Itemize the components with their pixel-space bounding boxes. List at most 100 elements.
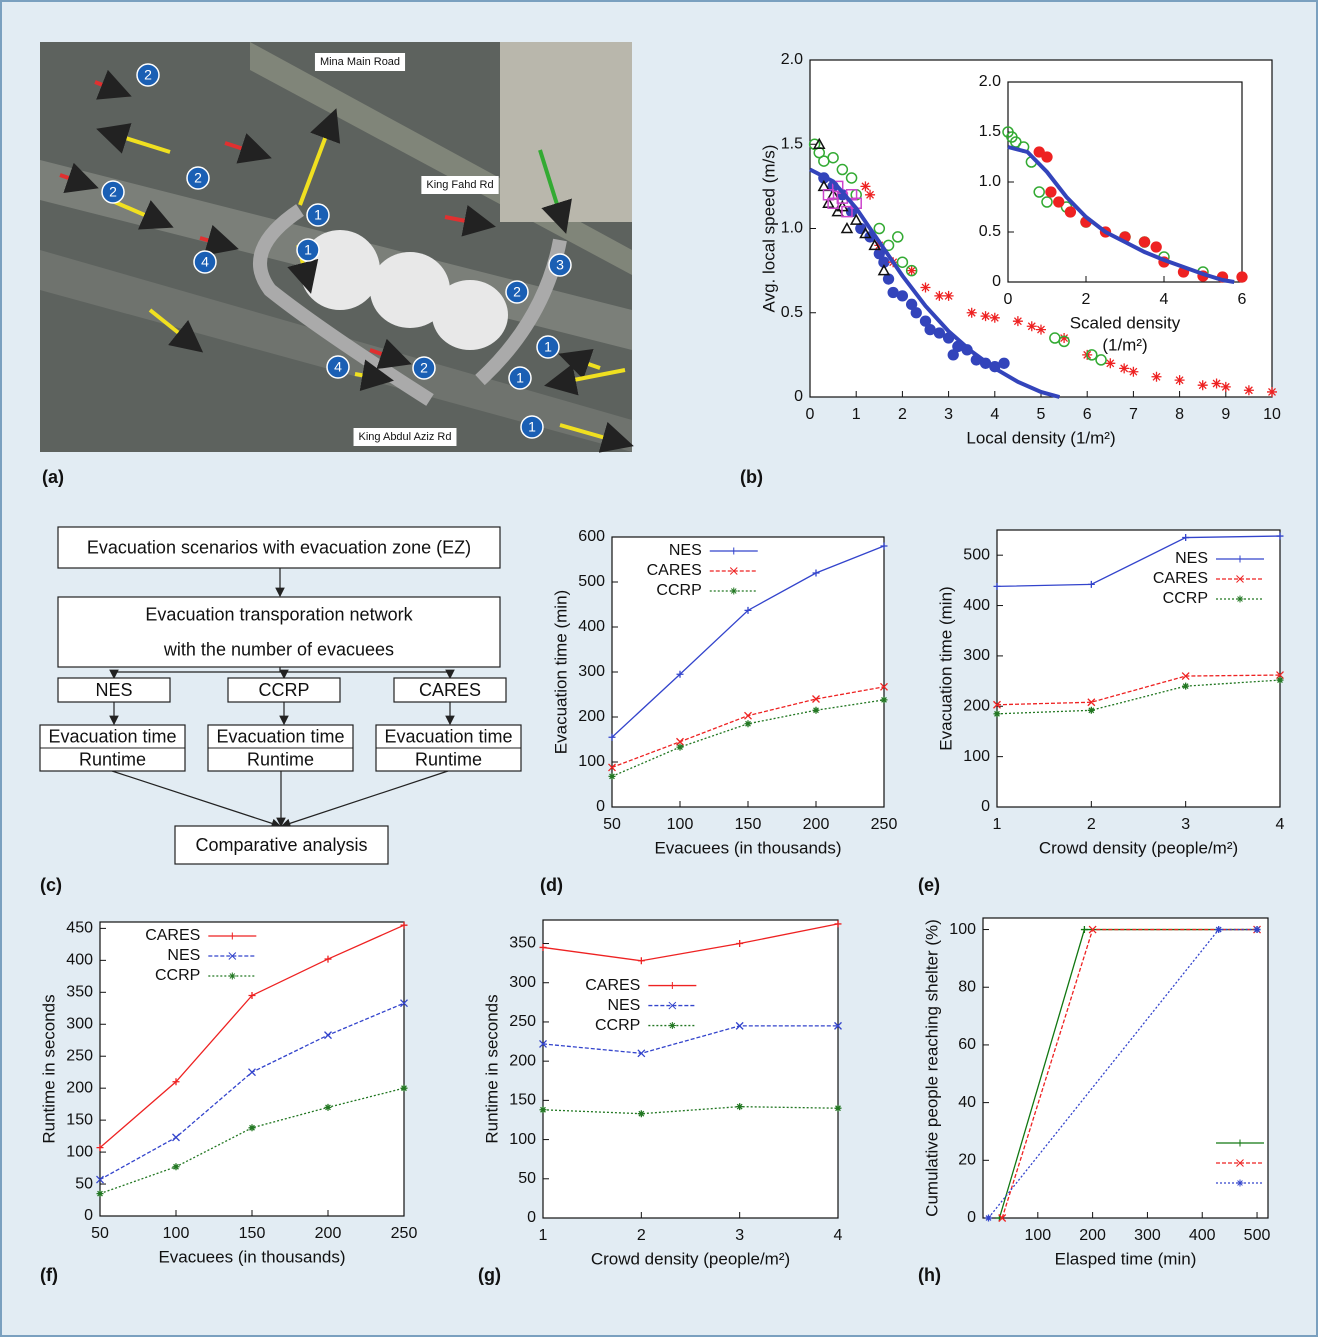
data-point bbox=[884, 274, 894, 284]
panel-label: (c) bbox=[40, 875, 62, 895]
x-tick-label: 50 bbox=[91, 1225, 109, 1242]
x-axis-label: Crowd density (people/m²) bbox=[1039, 838, 1238, 857]
x-tick-label: 200 bbox=[803, 816, 830, 833]
flow-text: Runtime bbox=[247, 749, 314, 769]
y-tick-label: 1.5 bbox=[781, 135, 803, 152]
legend-marker bbox=[1237, 1180, 1244, 1187]
x-tick-label: 3 bbox=[944, 406, 953, 423]
data-point bbox=[1221, 382, 1231, 392]
flow-text: Evacuation time bbox=[216, 726, 344, 746]
x-tick-label: 2 bbox=[898, 406, 907, 423]
y-tick-label: 300 bbox=[578, 663, 605, 680]
data-point bbox=[1212, 379, 1222, 389]
data-point bbox=[97, 1190, 104, 1197]
data-point bbox=[990, 313, 1000, 323]
marker-number: 1 bbox=[528, 419, 536, 435]
y-tick-label: 1.0 bbox=[781, 220, 803, 237]
x-tick-label: 2 bbox=[1087, 816, 1096, 833]
data-point bbox=[745, 720, 752, 727]
y-tick-label: 400 bbox=[66, 952, 93, 969]
data-point bbox=[173, 1163, 180, 1170]
legend-marker bbox=[1237, 596, 1244, 603]
marker-number: 4 bbox=[334, 359, 342, 375]
plot-frame bbox=[543, 920, 838, 1218]
data-point bbox=[1088, 707, 1095, 714]
legend-label: NES bbox=[669, 542, 702, 559]
data-point bbox=[967, 308, 977, 318]
data-point bbox=[325, 1104, 332, 1111]
data-point bbox=[888, 288, 898, 298]
panel-label: (b) bbox=[740, 467, 763, 487]
x-tick-label: 0 bbox=[1004, 291, 1013, 308]
data-point bbox=[1267, 387, 1277, 397]
panel-label: (f) bbox=[40, 1265, 58, 1285]
y-tick-label: 100 bbox=[66, 1143, 93, 1160]
data-point bbox=[1198, 380, 1208, 390]
marker-number: 1 bbox=[314, 207, 322, 223]
x-tick-label: 500 bbox=[1244, 1227, 1271, 1244]
x-tick-label: 50 bbox=[603, 816, 621, 833]
x-tick-label: 5 bbox=[1037, 406, 1046, 423]
y-tick-label: 100 bbox=[949, 921, 976, 938]
x-tick-label: 100 bbox=[163, 1225, 190, 1242]
legend-label: NES bbox=[167, 947, 200, 964]
data-point bbox=[999, 358, 1009, 368]
data-point bbox=[1036, 325, 1046, 335]
y-tick-label: 300 bbox=[66, 1015, 93, 1032]
x-axis-label: Crowd density (people/m²) bbox=[591, 1249, 790, 1268]
x-tick-label: 300 bbox=[1134, 1227, 1161, 1244]
data-point bbox=[401, 1085, 408, 1092]
x-tick-label: 150 bbox=[239, 1225, 266, 1242]
panel-label: (e) bbox=[918, 875, 940, 895]
y-tick-label: 80 bbox=[958, 978, 976, 995]
y-tick-label: 250 bbox=[66, 1047, 93, 1064]
data-point bbox=[985, 1215, 992, 1222]
y-tick-label: 0 bbox=[992, 273, 1001, 290]
x-tick-label: 9 bbox=[1221, 406, 1230, 423]
y-axis-label: Runtime in seconds bbox=[482, 994, 501, 1143]
y-tick-label: 0 bbox=[527, 1209, 536, 1226]
marker-number: 1 bbox=[516, 370, 524, 386]
y-tick-label: 60 bbox=[958, 1036, 976, 1053]
data-point bbox=[948, 350, 958, 360]
y-axis-label: Evacuation time (min) bbox=[551, 590, 570, 754]
y-tick-label: 200 bbox=[66, 1079, 93, 1096]
marker-number: 1 bbox=[544, 339, 552, 355]
data-point bbox=[1065, 207, 1075, 217]
legend-label: CARES bbox=[647, 562, 702, 579]
y-tick-label: 50 bbox=[75, 1175, 93, 1192]
data-point bbox=[813, 707, 820, 714]
marker-number: 4 bbox=[201, 254, 209, 270]
x-tick-label: 6 bbox=[1083, 406, 1092, 423]
flow-text: NES bbox=[95, 680, 132, 700]
marker-number: 2 bbox=[420, 360, 428, 376]
x-tick-label: 10 bbox=[1263, 406, 1281, 423]
flow-text: CARES bbox=[419, 680, 481, 700]
y-tick-label: 200 bbox=[578, 708, 605, 725]
x-tick-label: 4 bbox=[834, 1227, 843, 1244]
y-tick-label: 400 bbox=[963, 597, 990, 614]
legend-marker bbox=[229, 973, 236, 980]
data-point bbox=[925, 325, 935, 335]
panel-label: (h) bbox=[918, 1265, 941, 1285]
y-axis-label: Runtime in seconds bbox=[39, 994, 58, 1143]
marker-number: 3 bbox=[556, 257, 564, 273]
y-tick-label: 0 bbox=[794, 388, 803, 405]
legend-label: CARES bbox=[1153, 570, 1208, 587]
y-tick-label: 500 bbox=[963, 546, 990, 563]
y-tick-label: 300 bbox=[509, 974, 536, 991]
plot-frame bbox=[1008, 82, 1242, 282]
y-tick-label: 600 bbox=[578, 528, 605, 545]
y-tick-label: 40 bbox=[958, 1094, 976, 1111]
panel-label: (d) bbox=[540, 875, 563, 895]
data-point bbox=[1151, 242, 1161, 252]
x-tick-label: 150 bbox=[735, 816, 762, 833]
x-axis-label: Evacuees (in thousands) bbox=[158, 1247, 345, 1266]
panel-label: (g) bbox=[478, 1265, 501, 1285]
marker-number: 2 bbox=[144, 67, 152, 83]
x-tick-label: 400 bbox=[1189, 1227, 1216, 1244]
y-tick-label: 2.0 bbox=[781, 51, 803, 68]
road-label: King Abdul Aziz Rd bbox=[359, 431, 452, 443]
legend-label: CCRP bbox=[155, 967, 200, 984]
legend-label: CARES bbox=[145, 927, 200, 944]
